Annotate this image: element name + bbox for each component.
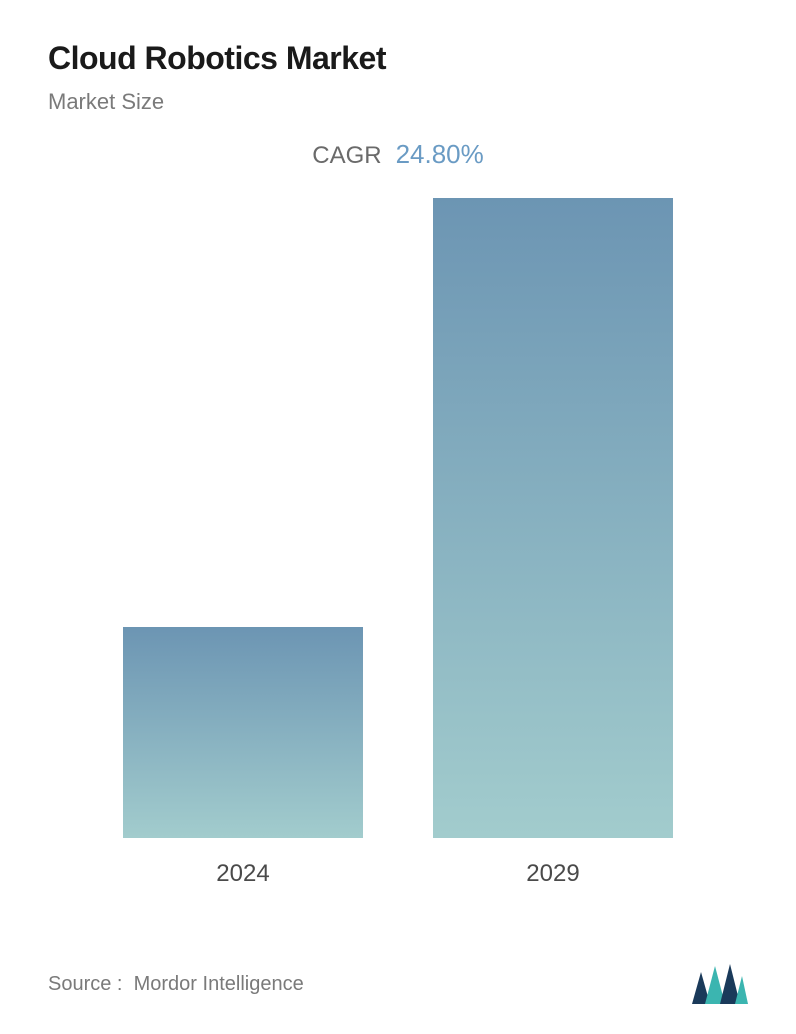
cagr-row: CAGR 24.80% [48, 139, 748, 170]
source-text: Source : Mordor Intelligence [48, 973, 304, 996]
cagr-value: 24.80% [396, 139, 484, 169]
bar-label-2029: 2029 [526, 860, 579, 888]
bar-2029 [433, 198, 673, 838]
chart-subtitle: Market Size [48, 89, 748, 115]
cagr-label: CAGR [312, 142, 381, 169]
source-label: Source : [48, 973, 122, 995]
chart-footer: Source : Mordor Intelligence [48, 964, 748, 1004]
bar-2024 [123, 627, 363, 838]
chart-title: Cloud Robotics Market [48, 40, 748, 77]
bar-label-2024: 2024 [216, 860, 269, 888]
bar-group-2024: 2024 [123, 627, 363, 888]
mordor-logo-icon [692, 964, 748, 1004]
bar-group-2029: 2029 [433, 198, 673, 888]
bar-chart: 2024 2029 [48, 198, 748, 888]
source-value: Mordor Intelligence [134, 973, 304, 995]
